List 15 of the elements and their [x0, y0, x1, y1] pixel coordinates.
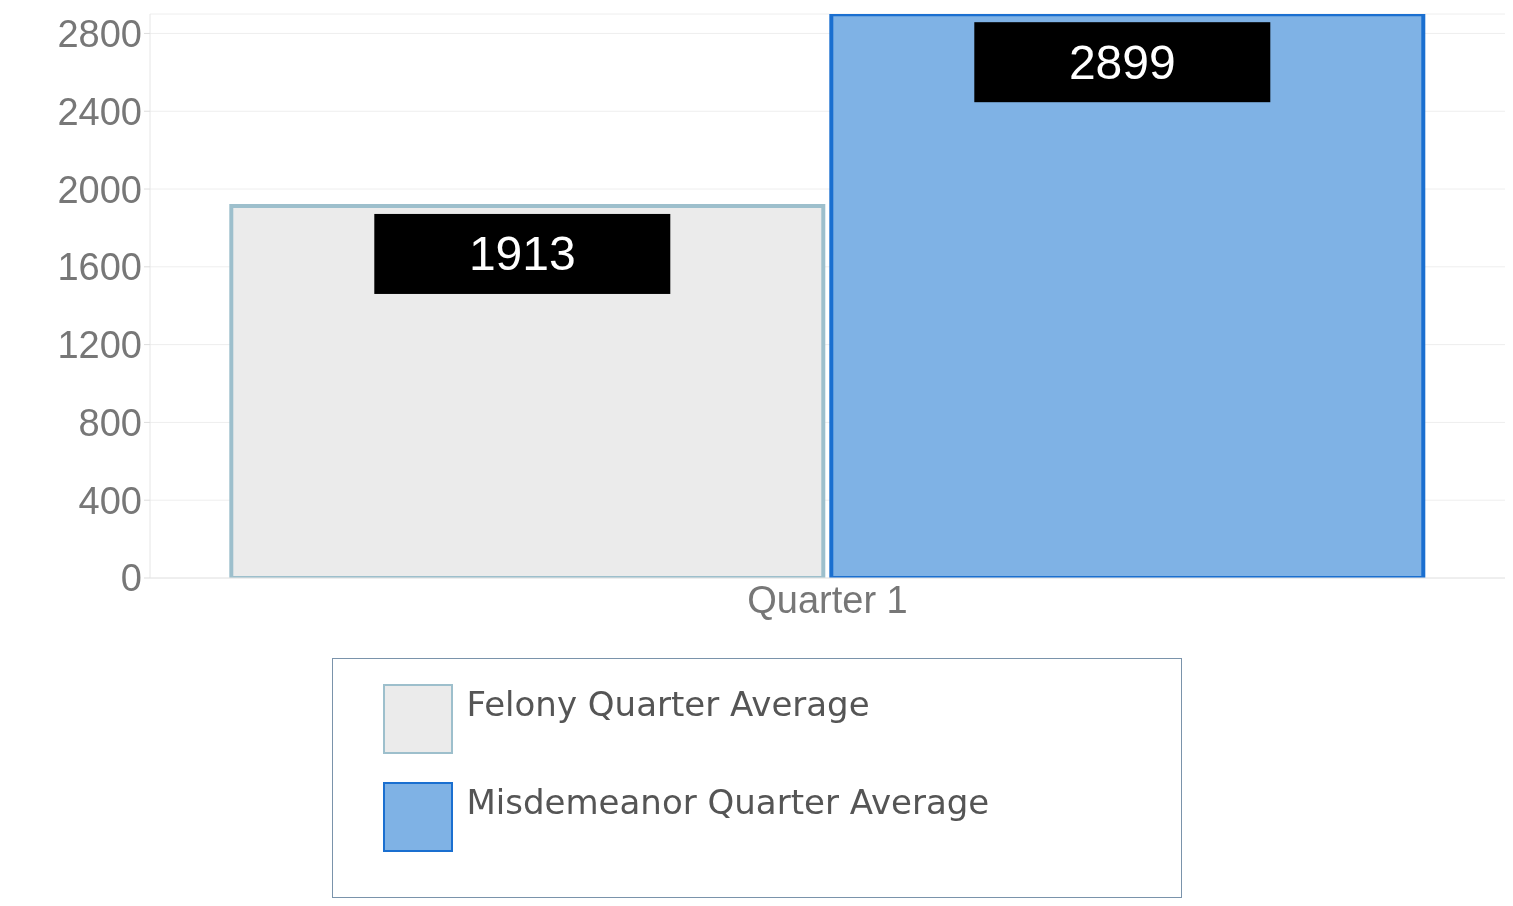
label-box: 2899 — [974, 22, 1271, 103]
data-label: 2899 — [1068, 35, 1176, 89]
y-tick-label: 2800 — [57, 12, 142, 55]
y-tick-label: 400 — [78, 479, 142, 522]
legend-label: Misdemeanor Quarter Average — [466, 782, 990, 822]
y-tick-label: 2000 — [57, 168, 142, 211]
legend-label: Felony Quarter Average — [466, 684, 870, 724]
y-tick-label: 0 — [120, 557, 142, 600]
data-label: 1913 — [468, 227, 576, 281]
y-tick-label: 800 — [78, 401, 142, 444]
y-tick-label: 2400 — [57, 90, 142, 133]
y-tick-label: 1600 — [57, 246, 142, 289]
x-tick-label: Quarter 1 — [747, 578, 908, 621]
y-tick-label: 1200 — [57, 324, 142, 367]
label-box: 1913 — [374, 213, 671, 294]
